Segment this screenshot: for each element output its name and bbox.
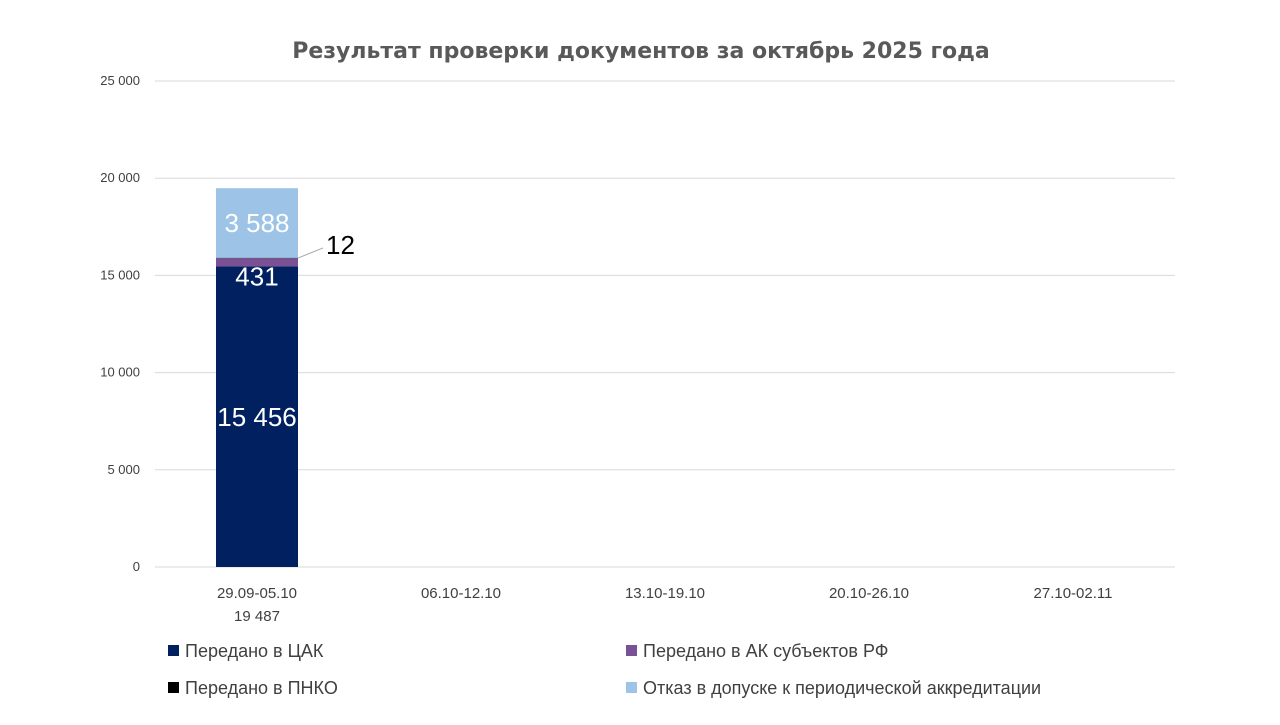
legend-item: Передано в ПНКО [168,678,338,698]
legend-label: Передано в ПНКО [185,678,338,698]
data-label: 3 588 [224,208,289,238]
legend-item: Отказ в допуске к периодической аккредит… [626,678,1041,698]
legend-swatch [626,645,637,656]
y-axis-ticks: 0 5 000 10 000 15 000 20 000 25 000 [100,73,140,574]
bars [216,188,298,567]
x-axis-ticks: 29.09-05.10 19 487 06.10-12.10 13.10-19.10 2… [217,585,1113,625]
legend-item: Передано в ЦАК [168,641,324,661]
y-tick-label: 20 000 [100,170,140,185]
bar-segment [216,266,298,567]
data-label: 12 [326,230,355,260]
legend-label: Передано в ЦАК [185,641,324,661]
data-label: 15 456 [217,402,297,432]
bar-segment [216,188,298,258]
legend-swatch [626,682,637,693]
chart-title: Результат проверки документов за октябрь… [292,39,990,64]
legend: Передано в ЦАК Передано в АК субъектов РФ… [168,641,1041,698]
x-tick-label: 06.10-12.10 [421,585,501,602]
data-label: 431 [235,262,278,292]
x-tick-label: 20.10-26.10 [829,585,909,602]
data-label-leader [297,247,324,259]
x-tick-label: 27.10-02.11 [1034,585,1113,602]
y-tick-label: 0 [133,559,140,574]
x-tick-label: 29.09-05.10 [217,585,297,602]
y-tick-label: 10 000 [100,365,140,380]
legend-label: Передано в АК субъектов РФ [643,641,888,661]
legend-item: Передано в АК субъектов РФ [626,641,888,661]
y-tick-label: 5 000 [107,462,140,477]
legend-label: Отказ в допуске к периодической аккредит… [643,678,1041,698]
bar-segment [216,258,298,267]
data-labels: 15 456 431 12 3 588 [217,208,355,432]
legend-swatch [168,682,179,693]
gridlines [155,80,1175,568]
x-tick-label: 13.10-19.10 [625,585,705,602]
y-tick-label: 25 000 [100,73,140,88]
y-tick-label: 15 000 [100,267,140,282]
legend-swatch [168,645,179,656]
x-tick-total-label: 19 487 [234,608,280,625]
